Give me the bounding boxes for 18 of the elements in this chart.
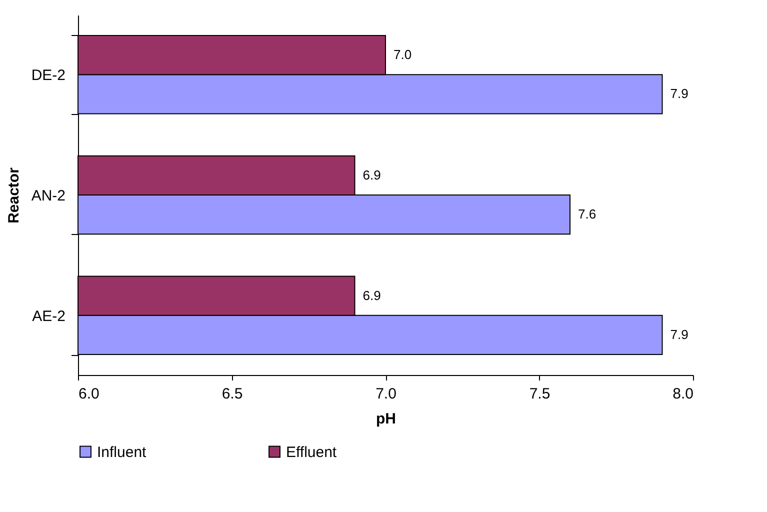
data-label: 7.6 xyxy=(578,206,596,222)
legend-label: Influent xyxy=(97,444,148,461)
y-axis-title: Reactor xyxy=(5,167,22,224)
y-tick-label: AE-2 xyxy=(32,308,66,325)
data-label: 7.0 xyxy=(394,47,412,62)
x-axis-title: pH xyxy=(376,410,396,428)
x-tick-label: 6.5 xyxy=(222,386,243,402)
y-tick-label: DE-2 xyxy=(31,67,66,84)
data-label: 7.9 xyxy=(670,86,688,102)
x-tick-label: 6.0 xyxy=(78,386,100,402)
x-tick-label: 7.5 xyxy=(529,386,550,402)
x-tick-label: 7.0 xyxy=(376,386,396,402)
y-tick-label: AN-2 xyxy=(31,188,66,204)
data-label: 7.9 xyxy=(670,326,688,342)
data-label: 6.9 xyxy=(362,167,381,182)
x-tick-label: 8.0 xyxy=(672,386,694,402)
data-label: 6.9 xyxy=(362,288,381,303)
legend-label: Effluent xyxy=(286,444,338,461)
